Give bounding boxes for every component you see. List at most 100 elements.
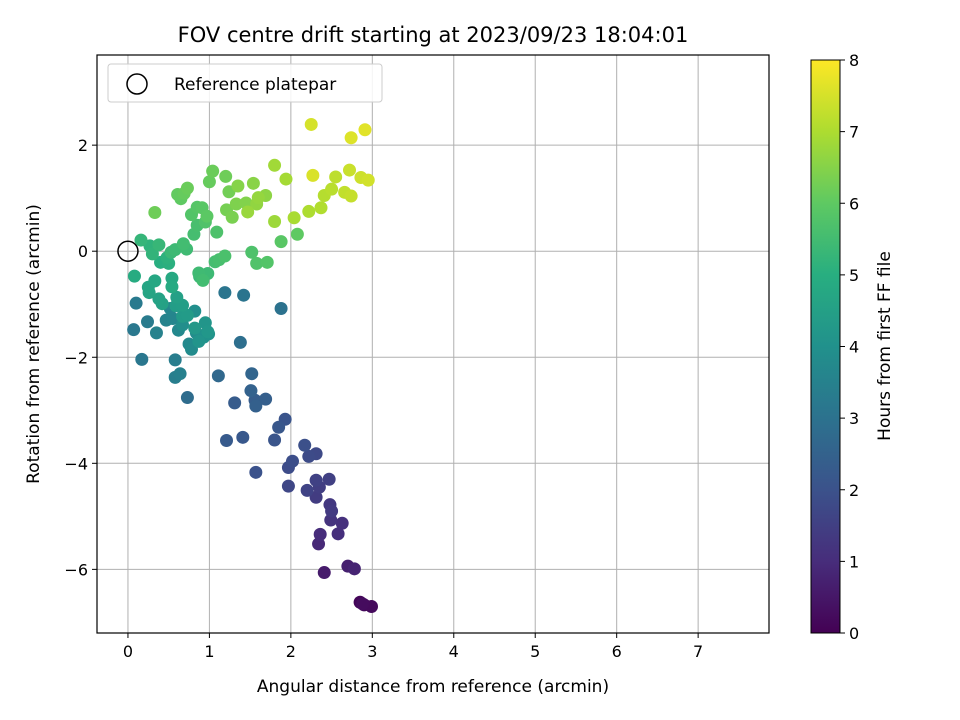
data-point: [285, 454, 299, 468]
colorbar-tick-label: 5: [849, 266, 859, 285]
plot-frame: [96, 54, 770, 634]
data-point: [168, 353, 182, 367]
colorbar-ticks: 0 1 2 3 4 5 6 7 8: [840, 51, 859, 643]
y-tick-label: 2: [78, 136, 88, 155]
data-point: [141, 315, 155, 329]
data-point: [233, 335, 247, 349]
data-point: [260, 255, 274, 269]
data-point: [358, 123, 372, 137]
data-point: [176, 237, 190, 251]
data-point: [344, 131, 358, 145]
legend-reference-icon: [126, 73, 148, 95]
data-point: [127, 323, 141, 337]
data-point: [250, 256, 264, 270]
data-point: [249, 465, 263, 479]
colorbar-gradient: [810, 59, 841, 634]
reference-marker: [117, 240, 139, 262]
data-point: [268, 158, 282, 172]
data-point: [347, 562, 361, 576]
data-point: [218, 286, 232, 300]
data-point: [312, 537, 326, 551]
data-point: [166, 312, 180, 326]
data-point: [220, 434, 234, 448]
data-point: [129, 296, 143, 310]
data-point: [201, 325, 215, 339]
data-point: [237, 288, 251, 302]
data-point: [206, 164, 220, 178]
data-point: [335, 516, 349, 530]
data-point: [200, 209, 214, 223]
data-point: [231, 179, 245, 193]
data-point: [152, 292, 166, 306]
x-tick-label: 4: [449, 642, 459, 661]
data-point: [325, 504, 339, 518]
data-point: [211, 369, 225, 383]
reference-point: [117, 240, 139, 262]
data-point: [313, 527, 327, 541]
data-points: [127, 117, 379, 613]
colorbar-tick-label: 3: [849, 409, 859, 428]
data-point: [148, 205, 162, 219]
data-point: [304, 117, 318, 131]
x-axis-label: Angular distance from reference (arcmin): [257, 677, 609, 697]
data-point: [218, 249, 232, 263]
data-point: [314, 201, 328, 215]
data-point: [241, 205, 255, 219]
data-point: [325, 182, 339, 196]
data-point: [356, 597, 370, 611]
grid-lines: [97, 55, 769, 633]
colorbar-tick-label: 2: [849, 481, 859, 500]
x-tick-label: 6: [612, 642, 622, 661]
x-tick-label: 7: [693, 642, 703, 661]
colorbar-tick-label: 1: [849, 552, 859, 571]
data-point: [344, 189, 358, 203]
data-point: [317, 566, 331, 580]
data-point: [329, 170, 343, 184]
data-point: [225, 210, 239, 224]
data-point: [281, 479, 295, 493]
data-point: [287, 211, 301, 225]
data-point: [279, 172, 293, 186]
chart-title: FOV centre drift starting at 2023/09/23 …: [178, 23, 689, 47]
data-point: [290, 227, 304, 241]
y-tick-label: −6: [64, 560, 88, 579]
data-point: [251, 191, 265, 205]
colorbar-label: Hours from first FF file: [875, 251, 895, 441]
data-point: [210, 225, 224, 239]
data-point: [249, 399, 263, 413]
y-tick-label: −2: [64, 348, 88, 367]
data-point: [274, 301, 288, 315]
y-tick-label: −4: [64, 454, 88, 473]
x-tick-label: 2: [286, 642, 296, 661]
data-point: [343, 163, 357, 177]
data-point: [229, 197, 243, 211]
data-point: [302, 204, 316, 218]
colorbar-tick-label: 4: [849, 338, 859, 357]
data-point: [148, 274, 162, 288]
y-tick-label: 0: [78, 242, 88, 261]
data-point: [331, 527, 345, 541]
data-point: [246, 176, 260, 190]
data-point: [165, 280, 179, 294]
data-point: [274, 235, 288, 249]
colorbar-tick-label: 7: [849, 123, 859, 142]
data-point: [219, 169, 233, 183]
data-point: [180, 308, 194, 322]
data-point: [244, 384, 258, 398]
data-point: [228, 396, 242, 410]
data-point: [259, 392, 273, 406]
data-point: [268, 433, 282, 447]
data-point: [149, 326, 163, 340]
x-tick-label: 5: [530, 642, 540, 661]
data-point: [268, 215, 282, 229]
x-tick-label: 0: [123, 642, 133, 661]
data-point: [236, 430, 250, 444]
data-point: [322, 472, 336, 486]
x-axis-ticks: 0 1 2 3 4 5 6 7: [123, 633, 703, 661]
colorbar-tick-label: 0: [849, 624, 859, 643]
y-axis-ticks: −6 −4 −2 0 2: [64, 136, 97, 579]
data-point: [180, 391, 194, 405]
data-point: [192, 334, 206, 348]
data-point: [134, 233, 148, 247]
